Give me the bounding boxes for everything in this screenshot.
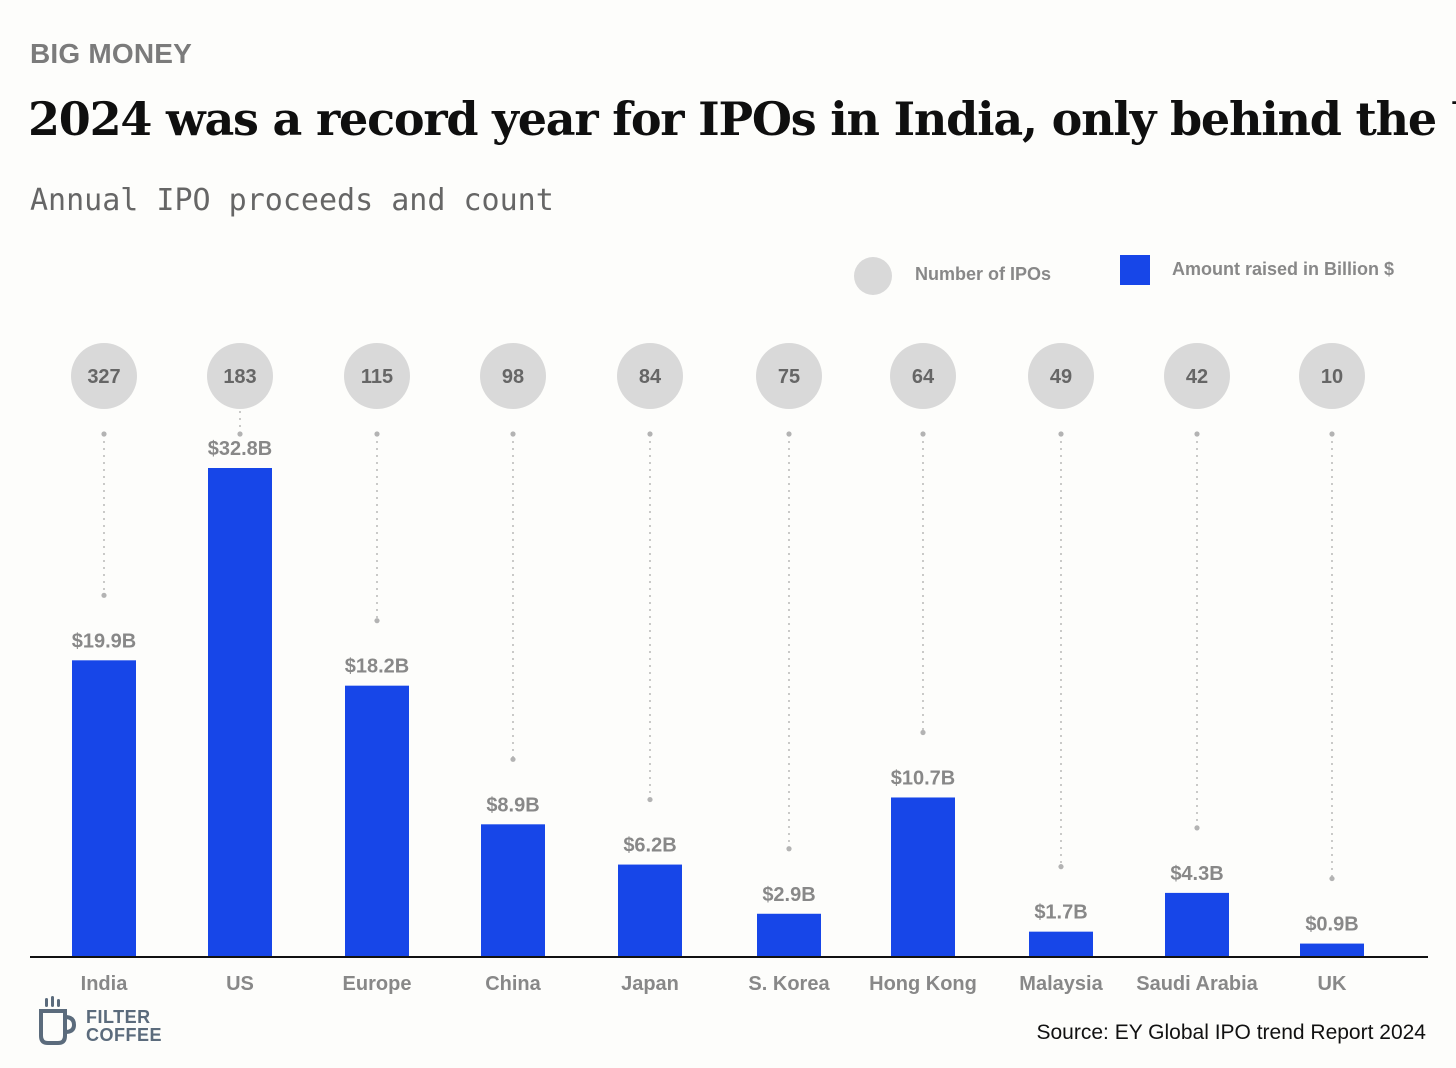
value-label: $8.9B <box>486 794 539 816</box>
value-label: $19.9B <box>72 630 137 652</box>
connector-dot <box>1329 431 1335 437</box>
count-bubble <box>344 343 410 409</box>
category-label: Hong Kong <box>869 973 977 995</box>
connector-dot <box>920 431 926 437</box>
count-label: 183 <box>223 366 256 388</box>
legend-count-label: Number of IPOs <box>915 264 1052 284</box>
bar <box>891 797 955 957</box>
connector-dot <box>1194 825 1200 831</box>
bar <box>1029 931 1093 957</box>
connector-dot <box>1194 431 1200 437</box>
count-label: 10 <box>1321 366 1343 388</box>
connector-dot <box>647 796 653 803</box>
bar <box>757 913 821 957</box>
connector-dot <box>1058 864 1064 870</box>
value-label: $10.7B <box>891 767 956 789</box>
coffee-cup-icon <box>39 996 77 1045</box>
count-label: 115 <box>361 366 393 388</box>
connector-dot <box>647 431 653 437</box>
connector-dot <box>920 729 926 736</box>
count-bubble <box>756 343 822 409</box>
count-bubble <box>1299 343 1365 409</box>
count-bubble <box>71 343 137 409</box>
count-label: 327 <box>87 366 120 388</box>
chart-title: 2024 was a record year for IPOs in India… <box>28 92 1456 146</box>
count-label: 64 <box>912 366 935 388</box>
bar <box>1300 943 1364 957</box>
legend-count-swatch <box>854 257 892 295</box>
connector-dot <box>374 618 380 624</box>
value-label: $32.8B <box>208 438 273 460</box>
brand-line-1: FILTER <box>86 1007 151 1027</box>
category-label: UK <box>1318 973 1347 995</box>
connector-dot <box>1058 431 1064 437</box>
connector-dot <box>510 756 516 762</box>
legend-amount-label: Amount raised in Billion $ <box>1172 259 1395 279</box>
value-label: $2.9B <box>762 884 815 906</box>
category-label: Saudi Arabia <box>1136 973 1258 995</box>
value-label: $0.9B <box>1305 914 1358 936</box>
connector-dot <box>101 592 107 598</box>
count-label: 49 <box>1050 366 1072 388</box>
count-bubble <box>207 343 273 409</box>
category-label: S. Korea <box>748 973 830 995</box>
count-bubble <box>890 343 956 409</box>
connector-dot <box>786 846 792 852</box>
bar <box>481 824 545 957</box>
bar <box>1165 892 1229 957</box>
value-label: $4.3B <box>1170 863 1223 885</box>
category-label: US <box>226 973 254 995</box>
bar <box>345 685 409 957</box>
brand-logo-text: FILTER COFFEE <box>86 1008 162 1044</box>
category-label: Malaysia <box>1019 973 1103 995</box>
connector-dot <box>374 431 380 437</box>
source-note: Source: EY Global IPO trend Report 2024 <box>1036 1021 1426 1044</box>
category-label: China <box>485 973 541 995</box>
value-label: $6.2B <box>623 835 676 857</box>
value-label: $1.7B <box>1034 902 1087 924</box>
bar <box>618 864 682 957</box>
category-label: Japan <box>621 973 679 995</box>
category-label: India <box>81 973 129 995</box>
chart-subtitle: Annual IPO proceeds and count <box>30 183 554 218</box>
connector-dot <box>237 431 243 437</box>
count-label: 84 <box>639 366 662 388</box>
connector-dot <box>1329 875 1335 882</box>
count-bubble <box>1164 343 1230 409</box>
count-label: 98 <box>502 366 524 388</box>
legend-amount-swatch <box>1120 255 1150 285</box>
count-bubble <box>617 343 683 409</box>
connector-dot <box>510 431 516 437</box>
value-label: $18.2B <box>345 656 410 678</box>
count-bubble <box>480 343 546 409</box>
count-label: 42 <box>1186 366 1208 388</box>
category-label: Europe <box>343 973 412 995</box>
count-bubble <box>1028 343 1094 409</box>
count-label: 75 <box>778 366 800 388</box>
brand-line-2: COFFEE <box>86 1025 163 1045</box>
connector-dot <box>786 431 792 437</box>
kicker: BIG MONEY <box>30 38 193 69</box>
connector-dot <box>101 431 107 437</box>
bar <box>72 660 136 957</box>
bar <box>208 468 272 957</box>
